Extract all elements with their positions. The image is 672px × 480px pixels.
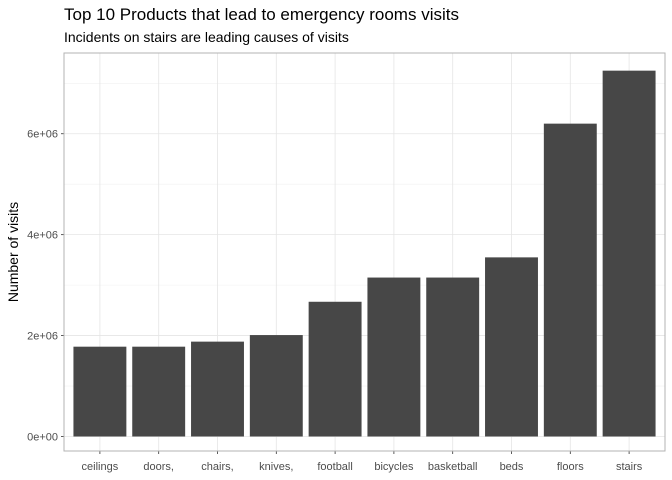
x-tick-label: knives, [259, 461, 293, 473]
y-axis-label: Number of visits [5, 202, 21, 302]
chart-subtitle: Incidents on stairs are leading causes o… [64, 29, 349, 45]
bar-basketball [426, 277, 480, 437]
plot-panel [63, 52, 666, 452]
bar-knives [249, 335, 303, 437]
bar-beds [485, 257, 538, 437]
bar-chairs [191, 341, 244, 437]
y-tick-label: 0e+00 [27, 432, 58, 444]
bar-doors [132, 346, 186, 437]
y-tick-label: 6e+06 [27, 129, 58, 141]
x-tick-label: ceilings [82, 461, 119, 473]
bar-bicycles [367, 277, 421, 437]
x-tick-label: chairs, [201, 461, 233, 473]
bar-stairs [602, 70, 656, 437]
bar-ceilings [73, 346, 127, 437]
bars [73, 70, 656, 437]
x-tick-label: bicycles [374, 461, 414, 473]
y-axis-ticks: 0e+00 2e+06 4e+06 6e+06 [27, 129, 64, 444]
bar-floors [543, 123, 597, 437]
bar-football [308, 301, 362, 437]
x-tick-label: beds [500, 461, 524, 473]
y-tick-label: 2e+06 [27, 331, 58, 343]
x-axis-ticks: ceilings doors, chairs, knives, football bicy… [82, 451, 643, 473]
x-tick-label: doors, [143, 461, 174, 473]
chart-title: Top 10 Products that lead to emergency r… [64, 5, 459, 24]
y-tick-label: 4e+06 [27, 230, 58, 242]
x-tick-label: floors [557, 461, 584, 473]
x-tick-label: football [317, 461, 352, 473]
x-tick-label: stairs [616, 461, 643, 473]
x-tick-label: basketball [428, 461, 478, 473]
